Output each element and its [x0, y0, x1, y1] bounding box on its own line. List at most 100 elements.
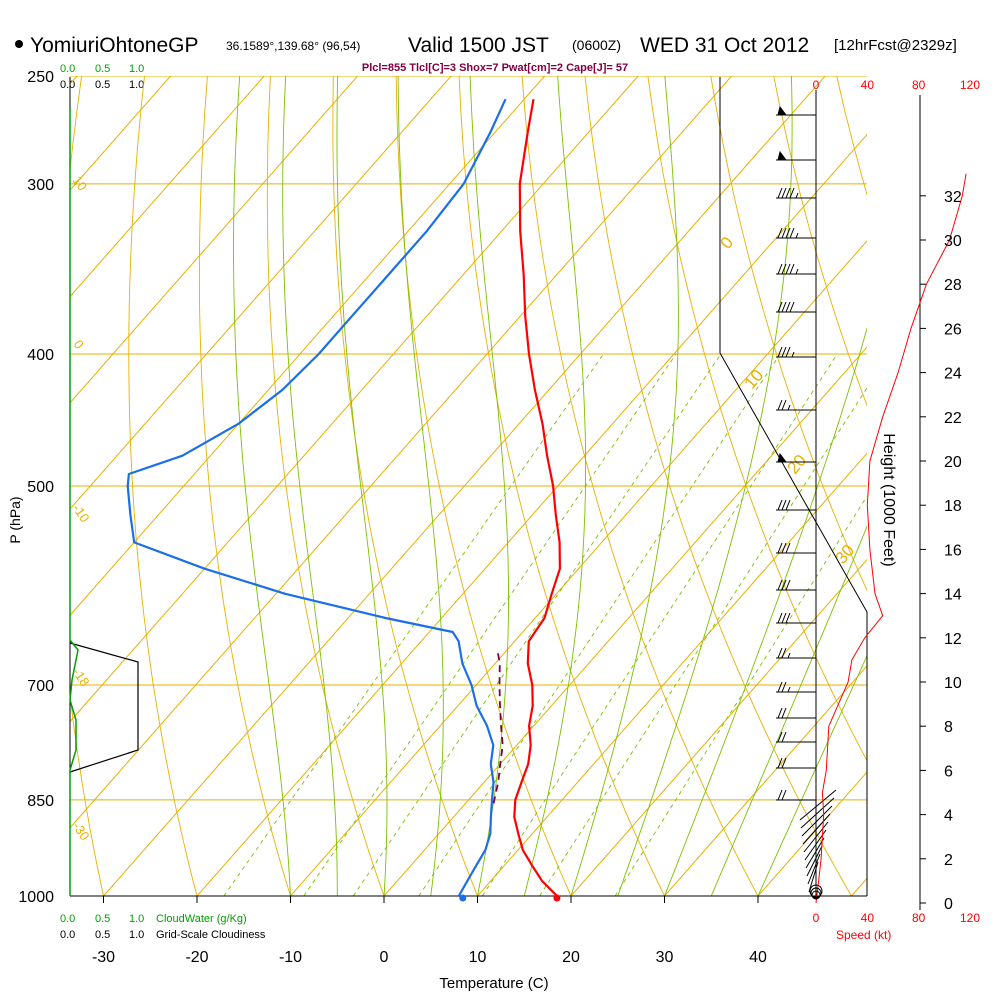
wind-speed-tick-label: 80: [912, 78, 926, 92]
mixing-ratio-label: 20: [611, 895, 632, 916]
sounding-series: [126, 98, 562, 896]
pressure-tick-label: 400: [27, 347, 54, 364]
isotherm-line: [70, 76, 452, 510]
station-coords: 36.1589°,139.68° (96,54): [226, 39, 360, 53]
wind-barb: [776, 452, 816, 463]
dry-adiabat-line: [0, 76, 19, 896]
mixing-ratio-label: 3: [351, 899, 367, 914]
height-tick-label: 20: [944, 454, 962, 471]
wind-barb: [776, 731, 816, 743]
height-axis-label: Height (1000 Feet): [880, 433, 897, 566]
mixing-ratio-line: [223, 353, 604, 896]
moist-adiabat-line: [757, 654, 867, 896]
forecast-label: [12hrFcst@2329z]: [834, 37, 957, 54]
isotherm-line: [664, 665, 867, 896]
wind-speed-tick-label: 40: [861, 78, 875, 92]
height-tick-label: 2: [944, 852, 953, 869]
height-tick-label: 12: [944, 631, 962, 648]
temperature-tick-label: -20: [185, 949, 208, 966]
height-tick-label: 26: [944, 321, 962, 338]
isotherm-line: [70, 76, 358, 404]
moist-adiabat-label: 30: [832, 541, 859, 568]
isotherm-line: [70, 76, 732, 829]
utc-time: (0600Z): [572, 37, 621, 53]
isotherm-line: [70, 76, 639, 723]
mixing-ratio-line: [481, 353, 838, 896]
dry-adiabat-line: [710, 76, 867, 592]
valid-time: Valid 1500 JST: [408, 34, 549, 57]
svg-text:0.5: 0.5: [95, 913, 110, 925]
svg-text:1.0: 1.0: [129, 913, 144, 925]
pressure-axis: 250 300 400 500 700 850 1000: [18, 69, 54, 906]
dry-adiabat-line: [521, 76, 759, 896]
height-tick-label: 4: [944, 808, 953, 825]
right-boundary-line: [719, 77, 868, 896]
pressure-tick-label: 500: [27, 479, 54, 496]
dry-adiabat-line: [458, 76, 665, 896]
wind-speed-axis-label: Speed (kt): [836, 928, 891, 942]
isotherm-line: [851, 877, 867, 896]
moist-adiabat-line: [336, 76, 388, 896]
height-tick-label: 16: [944, 542, 962, 559]
moist-adiabat-label: 10: [741, 366, 768, 393]
calm-wind-icon: [810, 887, 822, 899]
height-tick-label: 32: [944, 189, 962, 206]
wind-barb: [776, 346, 816, 358]
svg-text:0.0: 0.0: [60, 913, 75, 925]
temperature-tick-label: -30: [92, 949, 115, 966]
cloud-scale-top: 0.0 0.5 1.0 0.0 0.5 1.0: [60, 63, 144, 91]
wind-speed-tick-label: 0: [813, 78, 820, 92]
pressure-axis-label: P (hPa): [7, 496, 23, 543]
mixing-ratio-label: 8: [477, 899, 493, 914]
cloudiness-label: Grid-Scale Cloudiness: [156, 929, 266, 941]
height-tick-label: 24: [944, 366, 962, 383]
height-tick-label: 14: [944, 587, 962, 604]
temperature-axis-label: Temperature (C): [439, 975, 548, 992]
wind-barb: [776, 612, 816, 624]
wind-barb: [776, 707, 816, 719]
moist-adiabat-line: [664, 326, 867, 896]
valid-date: WED 31 Oct 2012: [640, 34, 809, 57]
dewpoint-line: [126, 98, 507, 896]
wind-speed-tick-label: 120: [960, 78, 980, 92]
wind-barb: [776, 542, 816, 554]
height-tick-label: 18: [944, 498, 962, 515]
svg-text:0.0: 0.0: [60, 929, 75, 941]
pressure-tick-label: 850: [27, 793, 54, 810]
temperature-line: [513, 99, 562, 896]
isotherm-line: [290, 240, 867, 896]
wind-barb: [776, 105, 816, 116]
station-name: YomiuriOhtoneGP: [30, 34, 198, 57]
mixing-ratio-line: [303, 353, 677, 896]
moist-adiabat-line: [397, 76, 444, 896]
wind-barb: [776, 757, 816, 769]
temperature-axis: -30 -20 -10 0 10 20 30 40: [92, 896, 767, 966]
isotherm-line: [196, 133, 867, 896]
wind-barb: [776, 399, 816, 411]
wind-barb: [776, 227, 816, 239]
moist-adiabat-line: [617, 76, 793, 896]
wind-barb: [776, 499, 816, 511]
height-tick-label: 6: [944, 763, 953, 780]
calm-wind-icon: [809, 884, 823, 898]
low-level-barbs: [799, 789, 837, 893]
isotherm-line: [383, 346, 867, 896]
cloudiness-tick: 1.0: [129, 79, 144, 91]
plot-frame: [69, 77, 921, 910]
dry-adiabat-line: [128, 76, 198, 896]
dry-adiabat-line: [70, 76, 104, 896]
dry-adiabat-line: [395, 76, 572, 896]
height-tick-label: 8: [944, 719, 953, 736]
moist-adiabat-line: [233, 76, 291, 896]
height-tick-label: 0: [944, 896, 953, 913]
svg-text:0.5: 0.5: [95, 929, 110, 941]
mixing-ratio-line: [614, 495, 867, 896]
dry-adiabat-line: [198, 76, 291, 896]
mixing-ratio-line: [352, 353, 722, 896]
mixing-ratio-label: 2: [301, 899, 317, 914]
isotherm-line: [103, 76, 826, 896]
height-tick-label: 22: [944, 410, 962, 427]
cloudiness-tick: 0.5: [95, 79, 110, 91]
